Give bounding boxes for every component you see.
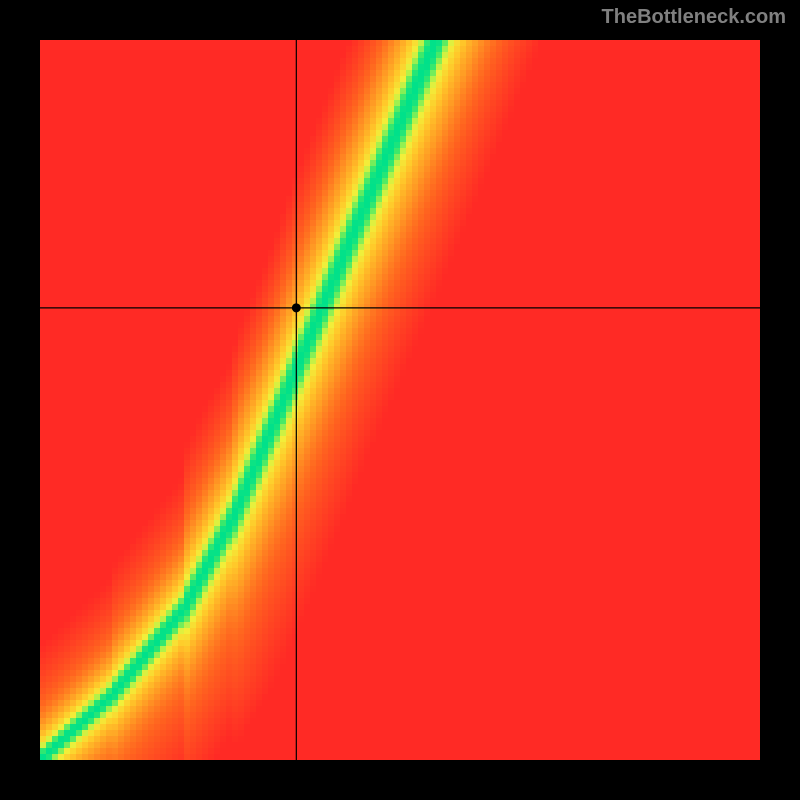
- chart-container: TheBottleneck.com: [0, 0, 800, 800]
- heatmap-canvas: [40, 40, 760, 760]
- watermark-text: TheBottleneck.com: [602, 6, 786, 29]
- heatmap-plot: [40, 40, 760, 760]
